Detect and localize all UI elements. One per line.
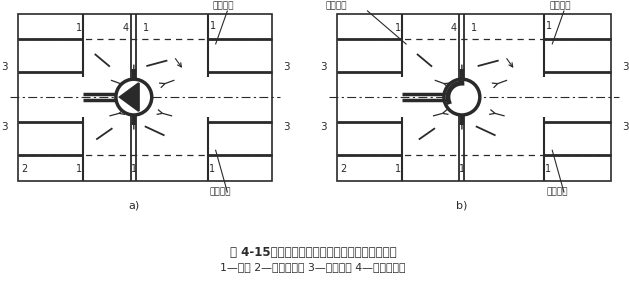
Text: 1: 1 xyxy=(131,164,137,174)
Text: 1: 1 xyxy=(546,21,552,30)
Text: 图 4-15分室回转定位反吹装置（回转阀切换型）: 图 4-15分室回转定位反吹装置（回转阀切换型） xyxy=(230,246,396,259)
Text: 1: 1 xyxy=(545,164,551,174)
Text: 2: 2 xyxy=(340,164,346,174)
Text: 3: 3 xyxy=(622,122,628,132)
Text: 1: 1 xyxy=(76,23,82,32)
Text: 4: 4 xyxy=(123,23,129,32)
Text: 干净气流: 干净气流 xyxy=(209,188,231,197)
Text: 4: 4 xyxy=(451,23,457,32)
Text: 3: 3 xyxy=(1,62,8,72)
Text: 3: 3 xyxy=(320,122,326,132)
Circle shape xyxy=(444,79,480,115)
Text: 3: 3 xyxy=(1,122,8,132)
Text: 3: 3 xyxy=(622,62,628,72)
Text: 1: 1 xyxy=(208,164,214,174)
Text: 反吹气流: 反吹气流 xyxy=(325,1,347,10)
Text: 1: 1 xyxy=(470,23,477,32)
Text: 干净气流: 干净气流 xyxy=(549,1,571,10)
Text: 1: 1 xyxy=(143,23,149,32)
Bar xyxy=(337,14,611,181)
Text: 1: 1 xyxy=(394,164,401,174)
Circle shape xyxy=(116,79,152,115)
Text: 1: 1 xyxy=(394,23,401,32)
Text: 1: 1 xyxy=(209,21,216,30)
Text: 1: 1 xyxy=(76,164,82,174)
Text: 1: 1 xyxy=(459,164,465,174)
Text: a): a) xyxy=(128,200,140,211)
Text: 3: 3 xyxy=(283,62,289,72)
Text: 2: 2 xyxy=(21,164,27,174)
Text: 干净气流: 干净气流 xyxy=(213,1,234,10)
Text: 3: 3 xyxy=(283,122,289,132)
Text: 干净气流: 干净气流 xyxy=(546,188,567,197)
Text: 1—仓室 2—回转切换瓣 3—净气通道 4—回转反吹管: 1—仓室 2—回转切换瓣 3—净气通道 4—回转反吹管 xyxy=(221,262,406,272)
Text: b): b) xyxy=(456,200,467,211)
Bar xyxy=(18,14,272,181)
Polygon shape xyxy=(120,83,139,111)
Text: 3: 3 xyxy=(320,62,326,72)
